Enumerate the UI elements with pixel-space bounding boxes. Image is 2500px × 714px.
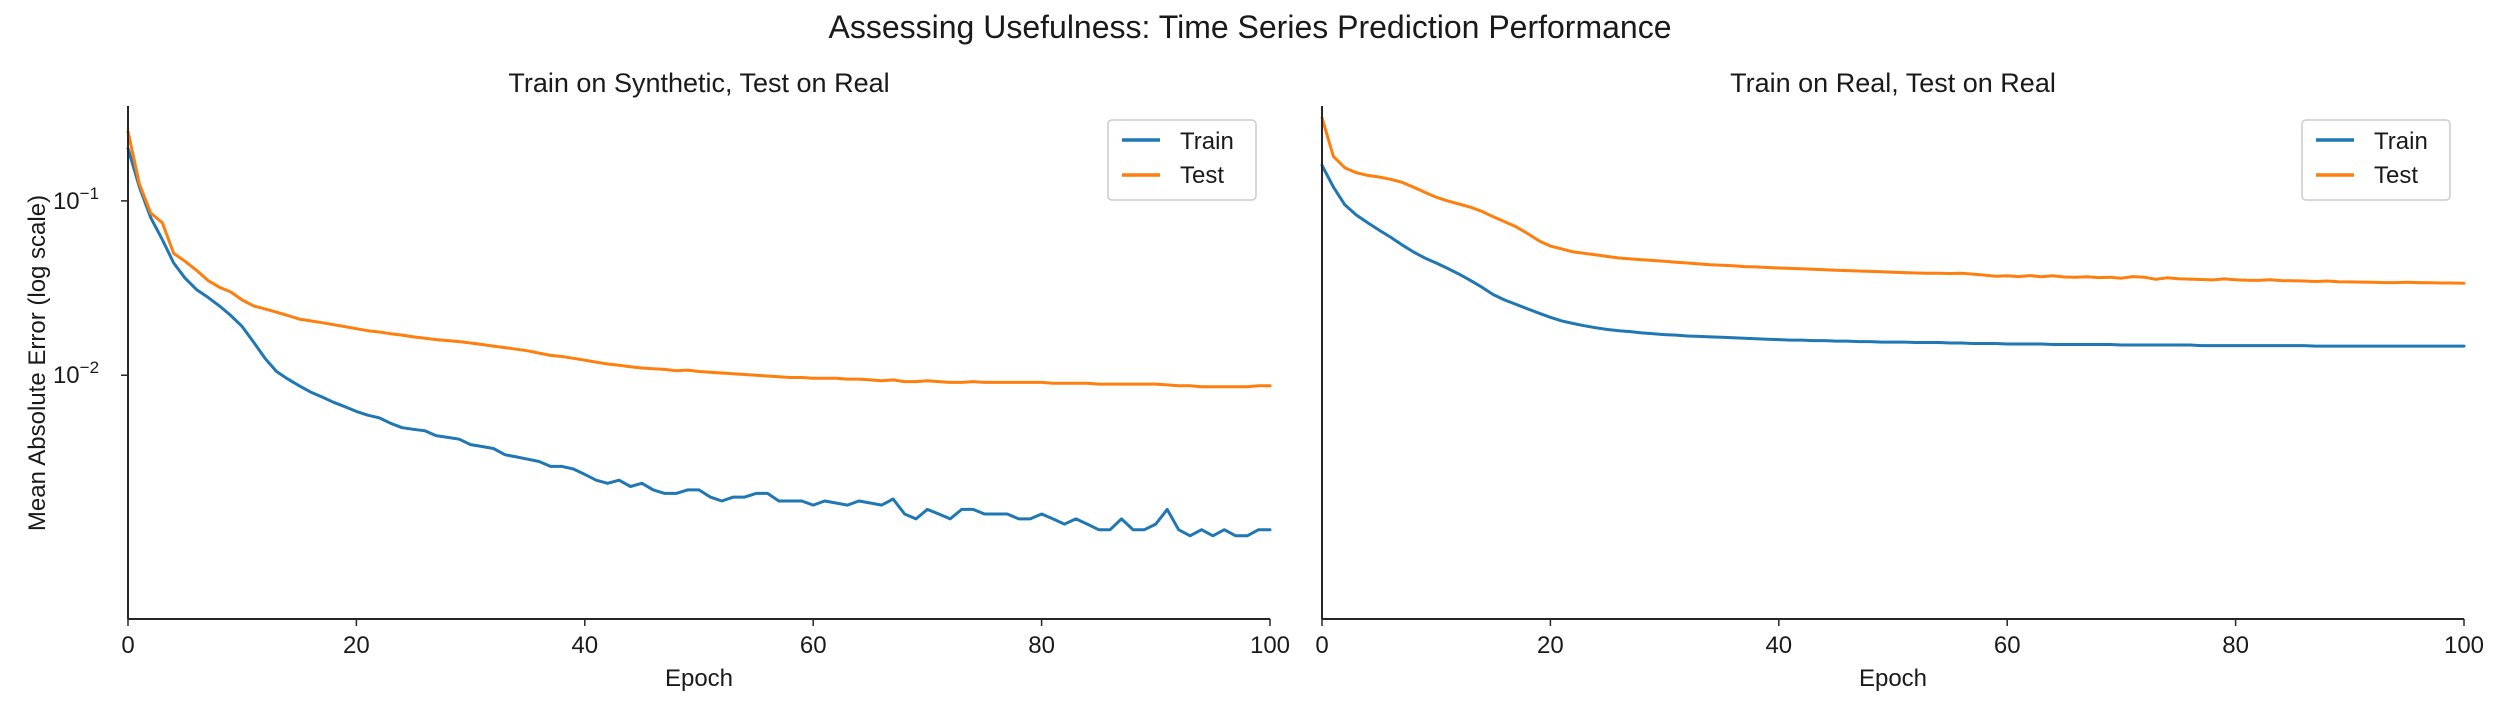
chart-left-lines — [126, 130, 1272, 538]
chart-left-ylabel: Mean Absolute Error (log scale) — [24, 195, 51, 531]
series-line-test — [1320, 116, 2466, 285]
chart-left-y-ticks: 10−1 10−2 — [53, 184, 128, 389]
x-tick-label: 80 — [2222, 632, 2249, 659]
chart-right-title: Train on Real, Test on Real — [1730, 68, 2056, 98]
figure-title: Assessing Usefulness: Time Series Predic… — [828, 9, 1671, 45]
x-tick-label: 20 — [1537, 632, 1564, 659]
legend-test-label: Test — [2374, 162, 2418, 189]
x-tick-label: 40 — [1765, 632, 1792, 659]
chart-right-x-ticks: 0 20 40 60 80 100 — [1315, 619, 2484, 659]
chart-left-title: Train on Synthetic, Test on Real — [508, 68, 889, 98]
chart-left: Train on Synthetic, Test on Real Mean Ab… — [24, 68, 1290, 692]
x-tick-label: 0 — [1315, 632, 1328, 659]
y-tick-label: 10−2 — [53, 358, 99, 389]
x-tick-label: 100 — [2444, 632, 2484, 659]
series-line-test — [126, 130, 1272, 389]
x-tick-label: 60 — [800, 632, 827, 659]
chart-right-legend: Train Test — [2301, 119, 2451, 201]
chart-left-legend: Train Test — [1107, 119, 1257, 201]
chart-left-x-ticks: 0 20 40 60 80 100 — [121, 619, 1290, 659]
x-tick-label: 40 — [571, 632, 598, 659]
series-line-train — [126, 146, 1272, 538]
chart-right-xlabel: Epoch — [1859, 665, 1927, 692]
x-tick-label: 80 — [1028, 632, 1055, 659]
chart-right: Train on Real, Test on Real 0 20 40 60 80 100… — [1315, 68, 2484, 692]
x-tick-label: 0 — [121, 632, 134, 659]
x-tick-label: 60 — [1994, 632, 2021, 659]
x-tick-label: 20 — [343, 632, 370, 659]
legend-test-label: Test — [1180, 162, 1224, 189]
legend-train-label: Train — [1180, 128, 1234, 155]
chart-right-lines — [1320, 116, 2466, 348]
y-tick-label: 10−1 — [53, 184, 99, 215]
legend-train-label: Train — [2374, 128, 2428, 155]
x-tick-label: 100 — [1250, 632, 1290, 659]
chart-left-xlabel: Epoch — [665, 665, 733, 692]
series-line-train — [1320, 163, 2466, 348]
